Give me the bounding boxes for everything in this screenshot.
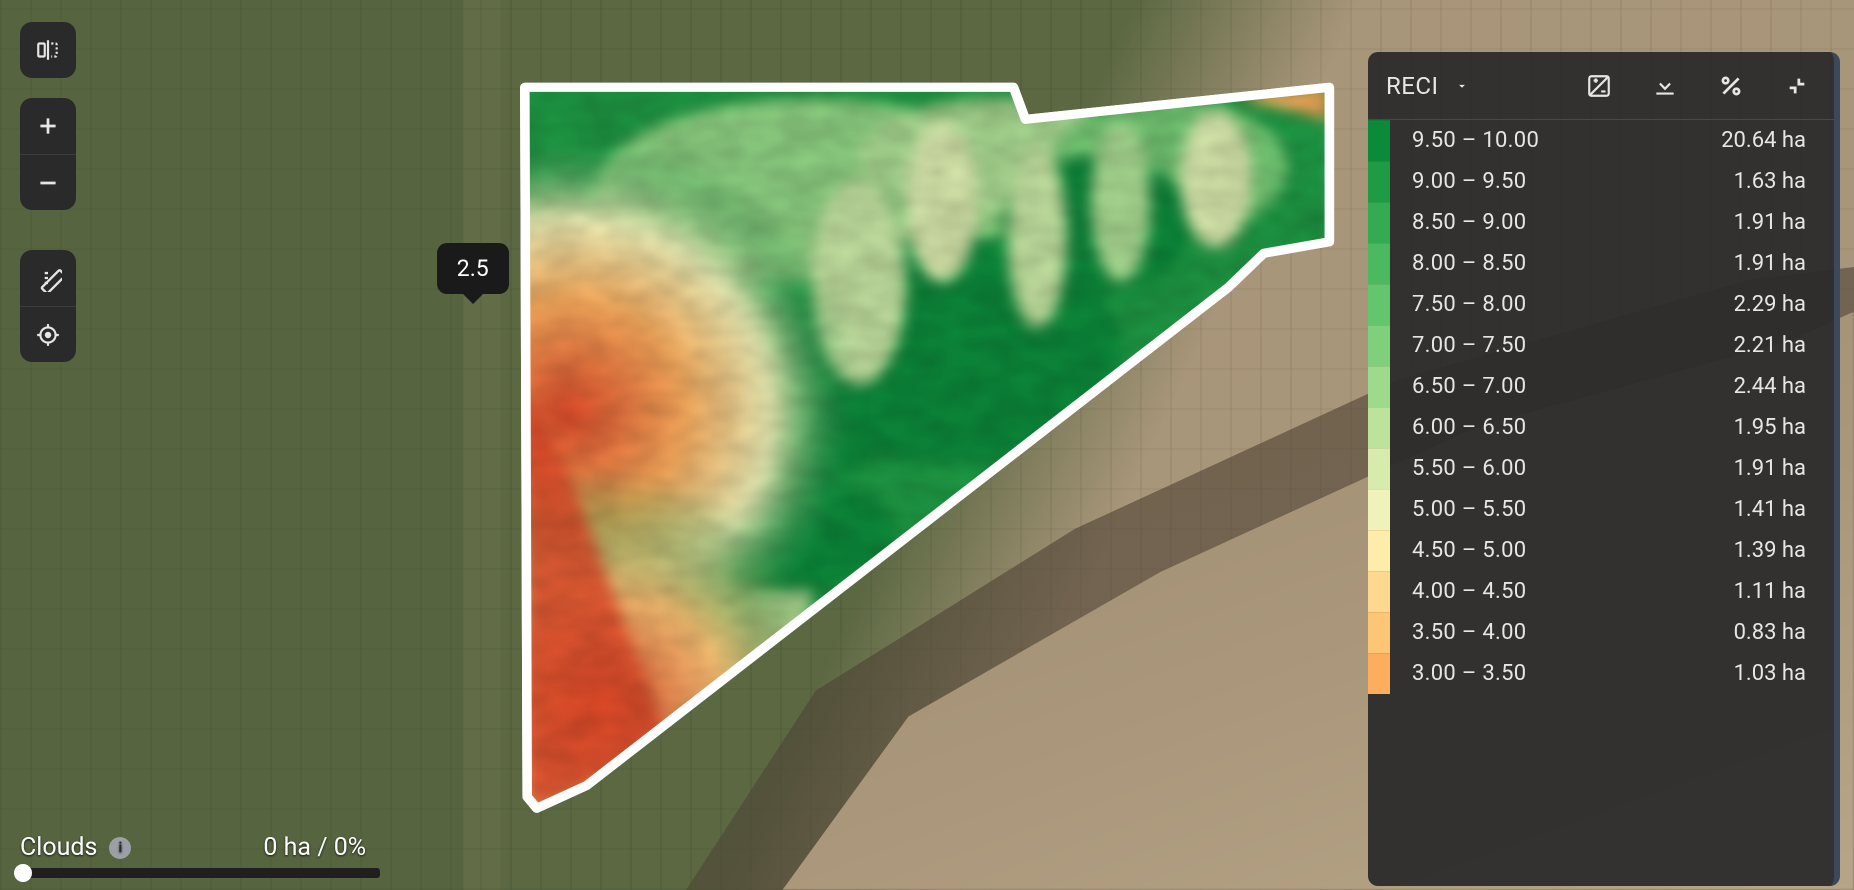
- legend-panel: RECI 9.50 – 10.0020.64 ha9.00 – 9.501.63…: [1368, 52, 1840, 886]
- index-select[interactable]: RECI: [1386, 72, 1483, 100]
- legend-swatch: [1368, 653, 1390, 694]
- legend-area: 1.95 ha: [1734, 415, 1834, 440]
- legend-range: 4.00 – 4.50: [1390, 579, 1734, 604]
- tooltip-value: 2.5: [457, 255, 489, 282]
- legend-row[interactable]: 9.50 – 10.0020.64 ha: [1368, 120, 1834, 161]
- clouds-label: Clouds: [20, 833, 97, 862]
- legend-swatch: [1368, 120, 1390, 161]
- legend-range: 6.00 – 6.50: [1390, 415, 1734, 440]
- legend-header: RECI: [1368, 52, 1834, 120]
- legend-swatch: [1368, 612, 1390, 653]
- legend-swatch: [1368, 571, 1390, 612]
- legend-range: 3.00 – 3.50: [1390, 661, 1734, 686]
- legend-row[interactable]: 6.50 – 7.002.44 ha: [1368, 366, 1834, 407]
- split-compare-button[interactable]: [20, 22, 76, 78]
- chevron-down-icon: [1455, 79, 1469, 93]
- legend-range: 3.50 – 4.00: [1390, 620, 1734, 645]
- legend-area: 0.83 ha: [1734, 620, 1834, 645]
- zoom-out-button[interactable]: [20, 154, 76, 210]
- legend-area: 2.21 ha: [1734, 333, 1834, 358]
- legend-range: 8.00 – 8.50: [1390, 251, 1734, 276]
- legend-swatch: [1368, 407, 1390, 448]
- legend-area: 1.91 ha: [1734, 251, 1834, 276]
- clouds-slider-thumb[interactable]: [14, 864, 32, 882]
- legend-rows: 9.50 – 10.0020.64 ha9.00 – 9.501.63 ha8.…: [1368, 120, 1834, 886]
- index-select-label: RECI: [1386, 72, 1439, 100]
- measure-button[interactable]: [20, 250, 76, 306]
- legend-swatch: [1368, 366, 1390, 407]
- legend-range: 5.50 – 6.00: [1390, 456, 1734, 481]
- legend-area: 1.41 ha: [1734, 497, 1834, 522]
- legend-row[interactable]: 5.00 – 5.501.41 ha: [1368, 489, 1834, 530]
- legend-range: 7.50 – 8.00: [1390, 292, 1734, 317]
- clouds-value: 0 ha / 0%: [263, 833, 366, 862]
- legend-swatch: [1368, 530, 1390, 571]
- legend-area: 20.64 ha: [1721, 128, 1834, 153]
- legend-row[interactable]: 6.00 – 6.501.95 ha: [1368, 407, 1834, 448]
- legend-area: 1.63 ha: [1734, 169, 1834, 194]
- legend-row[interactable]: 4.50 – 5.001.39 ha: [1368, 530, 1834, 571]
- info-icon[interactable]: i: [109, 837, 131, 859]
- legend-area: 2.29 ha: [1734, 292, 1834, 317]
- legend-row[interactable]: 8.00 – 8.501.91 ha: [1368, 243, 1834, 284]
- percent-button[interactable]: [1702, 62, 1760, 110]
- exposure-button[interactable]: [1570, 62, 1628, 110]
- legend-range: 9.00 – 9.50: [1390, 169, 1734, 194]
- map-tools-toolbar: [20, 250, 76, 362]
- legend-area: 1.39 ha: [1734, 538, 1834, 563]
- legend-area: 1.03 ha: [1734, 661, 1834, 686]
- zoom-in-button[interactable]: [20, 98, 76, 154]
- legend-row[interactable]: 5.50 – 6.001.91 ha: [1368, 448, 1834, 489]
- legend-swatch: [1368, 284, 1390, 325]
- legend-range: 8.50 – 9.00: [1390, 210, 1734, 235]
- clouds-slider[interactable]: [20, 868, 380, 878]
- legend-swatch: [1368, 202, 1390, 243]
- collapse-button[interactable]: [1768, 62, 1826, 110]
- legend-area: 2.44 ha: [1734, 374, 1834, 399]
- download-button[interactable]: [1636, 62, 1694, 110]
- legend-swatch: [1368, 448, 1390, 489]
- legend-row[interactable]: 9.00 – 9.501.63 ha: [1368, 161, 1834, 202]
- legend-row[interactable]: 8.50 – 9.001.91 ha: [1368, 202, 1834, 243]
- legend-swatch: [1368, 325, 1390, 366]
- zoom-toolbar: [20, 98, 76, 210]
- field-polygon[interactable]: [501, 53, 1335, 854]
- legend-range: 7.00 – 7.50: [1390, 333, 1734, 358]
- legend-range: 9.50 – 10.00: [1390, 128, 1721, 153]
- legend-range: 6.50 – 7.00: [1390, 374, 1734, 399]
- legend-row[interactable]: 4.00 – 4.501.11 ha: [1368, 571, 1834, 612]
- legend-swatch: [1368, 243, 1390, 284]
- locate-button[interactable]: [20, 306, 76, 362]
- legend-range: 4.50 – 5.00: [1390, 538, 1734, 563]
- legend-row[interactable]: 3.00 – 3.501.03 ha: [1368, 653, 1834, 694]
- legend-area: 1.91 ha: [1734, 456, 1834, 481]
- map-tooltip: 2.5: [437, 243, 509, 294]
- legend-area: 1.11 ha: [1734, 579, 1834, 604]
- legend-row[interactable]: 7.00 – 7.502.21 ha: [1368, 325, 1834, 366]
- legend-area: 1.91 ha: [1734, 210, 1834, 235]
- clouds-indicator: Clouds i 0 ha / 0%: [20, 833, 366, 862]
- legend-swatch: [1368, 489, 1390, 530]
- compare-toolbar: [20, 22, 76, 78]
- legend-row[interactable]: 3.50 – 4.000.83 ha: [1368, 612, 1834, 653]
- legend-range: 5.00 – 5.50: [1390, 497, 1734, 522]
- legend-swatch: [1368, 161, 1390, 202]
- legend-row[interactable]: 7.50 – 8.002.29 ha: [1368, 284, 1834, 325]
